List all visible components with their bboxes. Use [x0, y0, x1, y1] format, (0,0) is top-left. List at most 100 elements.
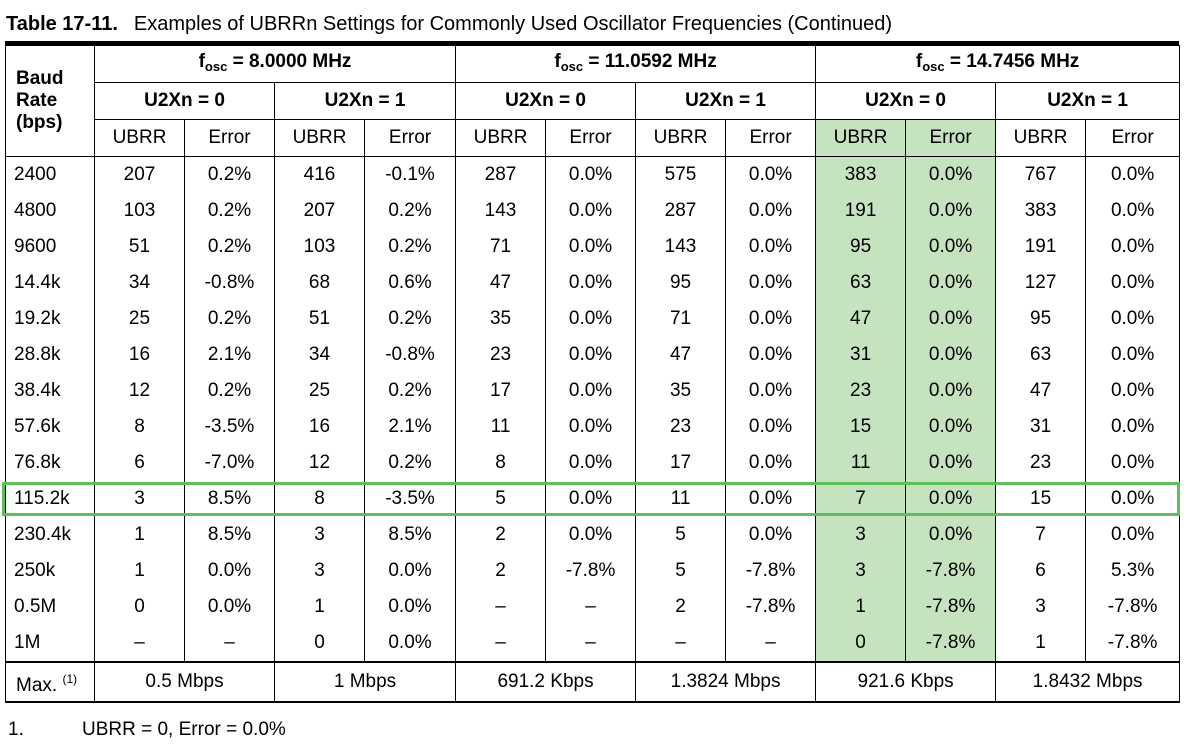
max-rate-cell: 1.3824 Mbps — [635, 661, 817, 703]
mode-header: U2Xn = 0 — [455, 82, 637, 120]
error-value-cell: – — [184, 625, 275, 662]
error-value-cell: 0.0% — [545, 265, 637, 301]
ubrr-value-cell: 5 — [635, 553, 727, 589]
mode-header: U2Xn = 1 — [273, 82, 457, 120]
max-rate-cell: 0.5 Mbps — [94, 661, 275, 703]
error-value-cell: 0.0% — [725, 481, 817, 517]
footnote: 1. UBRR = 0, Error = 0.0% — [8, 718, 286, 742]
ubrr-value-cell: 6 — [995, 553, 1087, 589]
table-row: 2400 207 0.2% 416 -0.1% 287 0.0% 575 0.0% 383 0.0%… — [5, 156, 1181, 193]
ubrr-value-cell: 127 — [995, 265, 1087, 301]
column-header-row: UBRR Error UBRR Error UBRR Error UBRR Error UBRR… — [6, 119, 1181, 157]
ubrr-value-cell: 8 — [455, 445, 547, 481]
ubrr-value-cell: 23 — [995, 445, 1087, 481]
ubrr-value-cell: 17 — [635, 445, 727, 481]
error-value-cell: 0.0% — [905, 156, 997, 193]
ubrr-value-cell: 1 — [995, 625, 1087, 662]
ubrr-value-cell: 2 — [455, 517, 547, 553]
table-row: 115.2k 3 8.5% 8 -3.5% 5 0.0% 11 0.0% 7 0.0% 15 0.0% — [5, 481, 1181, 517]
ubrr-value-cell: 11 — [815, 445, 907, 481]
max-row: Max. (1) 0.5 Mbps 1 Mbps 691.2 Kbps 1.3824 … — [5, 661, 1181, 703]
error-value-cell: 8.5% — [363, 517, 457, 553]
mode-header: U2Xn = 1 — [635, 82, 817, 120]
error-value-cell: 0.0% — [905, 265, 997, 301]
error-value-cell: 0.0% — [725, 301, 817, 337]
error-value-cell: 0.0% — [1085, 156, 1181, 193]
baud-rate-cell: 38.4k — [5, 373, 95, 409]
error-value-cell: 0.0% — [725, 373, 817, 409]
error-value-cell: 0.0% — [905, 337, 997, 373]
ubrr-value-cell: 8 — [274, 481, 365, 517]
error-value-cell: – — [545, 589, 637, 625]
error-value-cell: -7.8% — [905, 625, 997, 662]
error-value-cell: 0.0% — [905, 409, 997, 445]
ubrr-value-cell: 16 — [274, 409, 365, 445]
ubrr-value-cell: – — [635, 625, 727, 662]
ubrr-value-cell: 287 — [635, 193, 727, 229]
ubrr-value-cell: 6 — [94, 445, 185, 481]
table-row: 9600 51 0.2% 103 0.2% 71 0.0% 143 0.0% 95 0.0% 191 0… — [5, 229, 1181, 265]
ubrr-value-cell: 31 — [995, 409, 1087, 445]
ubrr-value-cell: 7 — [995, 517, 1087, 553]
error-value-cell: 0.0% — [725, 445, 817, 481]
error-value-cell: -3.5% — [184, 409, 275, 445]
ubrr-value-cell: 103 — [274, 229, 365, 265]
ubrr-value-cell: 47 — [455, 265, 547, 301]
error-value-cell: -7.8% — [1085, 625, 1181, 662]
error-value-cell: 0.2% — [363, 373, 457, 409]
ubrr-column-header: UBRR — [995, 119, 1087, 157]
ubrr-value-cell: 12 — [274, 445, 365, 481]
baud-rate-cell: 14.4k — [5, 265, 95, 301]
table-caption: Table 17-11. Examples of UBRRn Settings f… — [6, 10, 892, 38]
ubrr-value-cell: – — [455, 625, 547, 662]
ubrr-value-cell: 71 — [455, 229, 547, 265]
error-value-cell: 8.5% — [184, 517, 275, 553]
error-column-header: Error — [545, 119, 637, 157]
footnote-text: UBRR = 0, Error = 0.0% — [82, 719, 286, 740]
ubrr-value-cell: 1 — [274, 589, 365, 625]
mode-header: U2Xn = 1 — [995, 82, 1181, 120]
ubrr-value-cell: 35 — [455, 301, 547, 337]
footnote-number: 1. — [8, 719, 24, 740]
ubrr-value-cell: 3 — [274, 553, 365, 589]
ubrr-value-cell: 95 — [815, 229, 907, 265]
ubrr-value-cell: 207 — [274, 193, 365, 229]
ubrr-value-cell: 2 — [635, 589, 727, 625]
ubrr-value-cell: 3 — [815, 553, 907, 589]
ubrr-value-cell: 767 — [995, 156, 1087, 193]
error-value-cell: 0.0% — [545, 156, 637, 193]
table-row: 1M – –0 0.0% – – – –0 -7.8% 1 -7.8% — [5, 625, 1181, 662]
error-value-cell: 0.2% — [184, 156, 275, 193]
ubrr-column-header: UBRR — [94, 119, 185, 157]
error-value-cell: 0.0% — [725, 229, 817, 265]
ubrr-value-cell: 25 — [94, 301, 185, 337]
error-value-cell: -3.5% — [363, 481, 457, 517]
error-value-cell: – — [725, 625, 817, 662]
error-value-cell: -7.8% — [1085, 589, 1181, 625]
ubrr-value-cell: 207 — [94, 156, 185, 193]
error-value-cell: 0.0% — [1085, 445, 1181, 481]
ubrr-value-cell: 103 — [94, 193, 185, 229]
baud-rate-cell: 19.2k — [5, 301, 95, 337]
error-value-cell: 0.0% — [1085, 229, 1181, 265]
error-value-cell: 0.0% — [725, 193, 817, 229]
ubrr-value-cell: 3 — [94, 481, 185, 517]
ubrr-value-cell: 5 — [635, 517, 727, 553]
mode-header: U2Xn = 0 — [815, 82, 997, 120]
table-row: 57.6k 8 -3.5% 16 2.1% 11 0.0% 23 0.0% 15 0.0% 31 0.0… — [5, 409, 1181, 445]
ubrr-value-cell: 8 — [94, 409, 185, 445]
ubrr-value-cell: 5 — [455, 481, 547, 517]
error-value-cell: 0.0% — [905, 445, 997, 481]
error-value-cell: 2.1% — [184, 337, 275, 373]
ubrr-value-cell: 68 — [274, 265, 365, 301]
freq-header-8mhz: fosc = 8.0000 MHz — [93, 45, 457, 83]
ubrr-value-cell: 3 — [815, 517, 907, 553]
baud-rate-cell: 9600 — [5, 229, 95, 265]
ubrr-value-cell: 71 — [635, 301, 727, 337]
error-value-cell: -7.8% — [725, 553, 817, 589]
error-value-cell: 0.0% — [725, 265, 817, 301]
error-value-cell: 0.0% — [1085, 337, 1181, 373]
ubrr-column-header: UBRR — [635, 119, 727, 157]
error-value-cell: 0.0% — [1085, 517, 1181, 553]
ubrr-value-cell: 34 — [94, 265, 185, 301]
